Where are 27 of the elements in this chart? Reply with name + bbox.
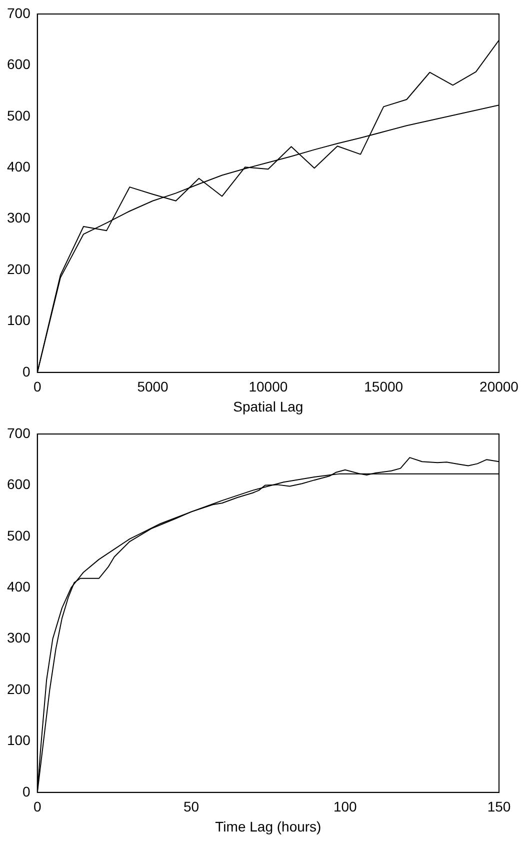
x-axis-title: Spatial Lag xyxy=(233,398,304,414)
y-tick-label: 0 xyxy=(22,783,31,800)
x-tick-label: 150 xyxy=(487,798,511,815)
y-tick-label: 600 xyxy=(7,56,31,72)
y-tick-label: 400 xyxy=(7,578,31,594)
x-tick-label: 0 xyxy=(33,378,42,395)
x-tick-label: 5000 xyxy=(137,378,169,395)
y-tick-label: 500 xyxy=(7,527,31,544)
x-tick-label: 50 xyxy=(183,798,200,815)
y-tick-label: 500 xyxy=(7,107,31,124)
y-tick-label: 0 xyxy=(22,363,31,380)
x-tick-label: 0 xyxy=(33,798,42,815)
y-tick-label: 300 xyxy=(7,630,31,646)
x-tick-label: 20000 xyxy=(480,378,519,395)
y-tick-label: 400 xyxy=(7,158,31,174)
x-axis-title: Time Lag (hours) xyxy=(215,818,322,834)
y-tick-label: 300 xyxy=(7,210,31,226)
y-tick-label: 200 xyxy=(7,260,31,277)
x-tick-label: 15000 xyxy=(364,378,404,395)
y-tick-label: 700 xyxy=(7,4,31,21)
y-tick-label: 200 xyxy=(7,680,31,697)
x-tick-label: 10000 xyxy=(248,378,288,395)
y-tick-label: 100 xyxy=(7,312,31,328)
y-tick-label: 100 xyxy=(7,732,31,748)
y-tick-label: 700 xyxy=(7,424,31,441)
y-tick-label: 600 xyxy=(7,476,31,492)
x-tick-label: 100 xyxy=(333,798,358,815)
